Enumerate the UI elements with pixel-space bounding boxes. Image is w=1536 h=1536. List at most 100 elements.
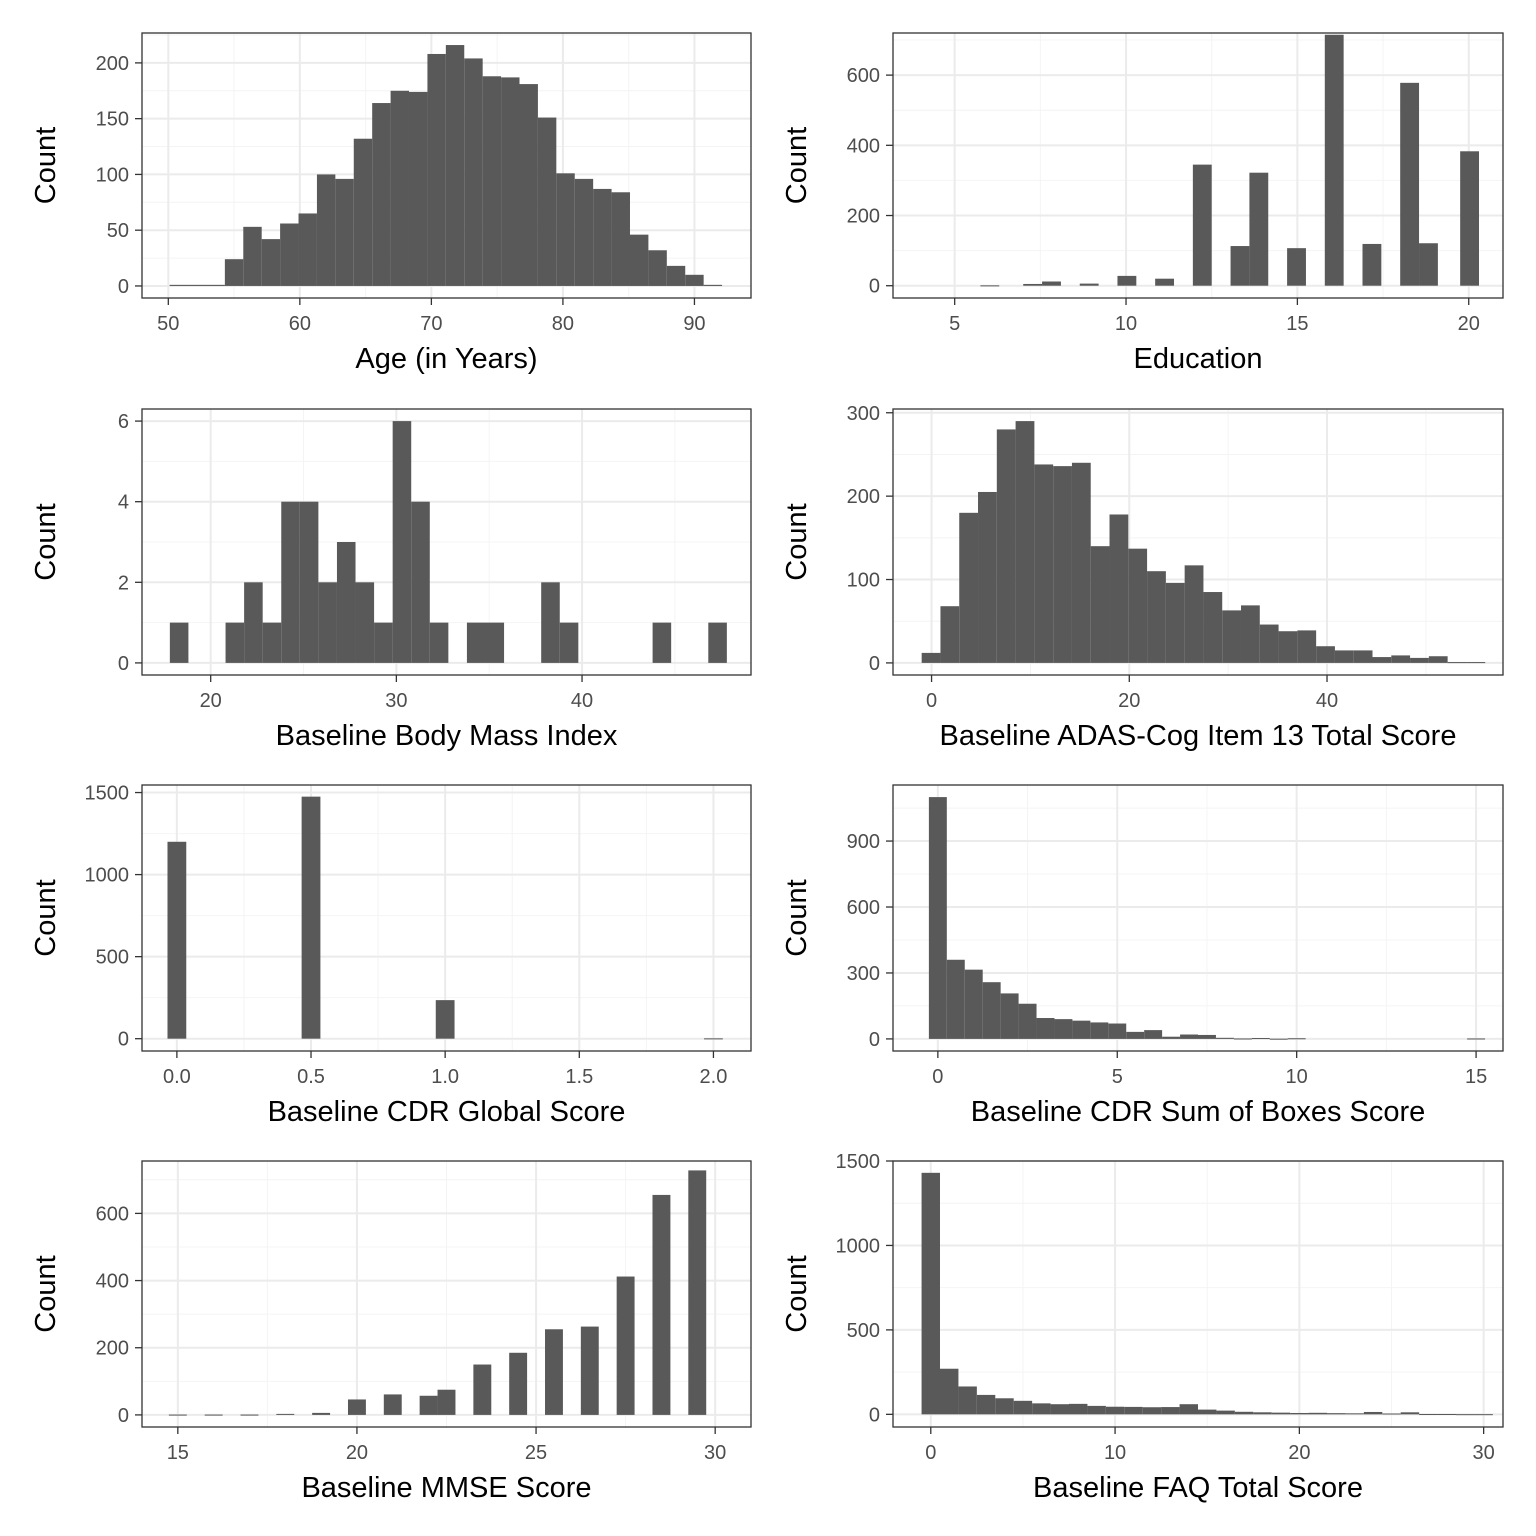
chart-8-bar [1253, 1412, 1272, 1415]
chart-8-x-tick-label: 0 [925, 1442, 936, 1464]
chart-1-bar [353, 138, 373, 286]
chart-2-bar [1324, 34, 1344, 286]
chart-1-x-tick-label: 50 [157, 313, 179, 335]
chart-6-y-tick-label: 300 [847, 963, 880, 985]
chart-6-y-axis-title: Count [781, 879, 813, 956]
chart-8-y-axis-title: Count [781, 1255, 813, 1332]
chart-1-bar [519, 84, 538, 286]
chart-5-bar [167, 841, 187, 1039]
chart-7-bar [204, 1414, 223, 1416]
chart-8-bar [1050, 1404, 1069, 1415]
chart-3-bar [225, 622, 245, 663]
chart-2-y-tick-label: 400 [847, 135, 880, 157]
chart-8-plot-background [893, 1161, 1503, 1427]
chart-6-bar [1162, 1036, 1181, 1039]
chart-6-y-tick-label: 900 [847, 831, 880, 853]
chart-1-bar [409, 91, 428, 286]
chart-7-bar [688, 1170, 707, 1415]
chart-7-bar [545, 1329, 563, 1415]
chart-3-bar [374, 622, 393, 663]
chart-8-bar [939, 1368, 959, 1415]
chart-8-bar [1382, 1413, 1401, 1415]
chart-3-bar [541, 582, 560, 663]
chart-7-bar [240, 1414, 259, 1416]
chart-4-bar [1334, 650, 1354, 663]
chart-7-bar [509, 1352, 528, 1415]
chart-2-y-axis-title: Count [781, 127, 813, 204]
chart-4-y-tick-label: 200 [847, 486, 880, 508]
chart-1-bar [629, 234, 649, 286]
chart-3-bar [336, 542, 356, 663]
chart-6-bar [1198, 1034, 1216, 1039]
chart-7-y-tick-label: 0 [118, 1405, 129, 1427]
chart-5-y-tick-label: 0 [118, 1029, 129, 1051]
chart-6-bar [1251, 1038, 1270, 1040]
chart-1-panel-border [141, 32, 752, 299]
chart-6-bar [1108, 1023, 1127, 1039]
chart-4-bar [1447, 662, 1467, 664]
chart-1-y-tick-label: 100 [96, 164, 129, 186]
chart-1-bar [611, 192, 630, 286]
chart-8-bar [1363, 1411, 1383, 1415]
chart-5-bar [435, 1000, 455, 1039]
chart-5-y-tick-label: 1000 [85, 865, 130, 887]
chart-4-bar [1128, 548, 1148, 663]
chart-8-x-tick-label: 30 [1473, 1442, 1495, 1464]
chart-8-bar [958, 1386, 977, 1415]
chart-7-bar [419, 1395, 438, 1415]
chart-4-bar [1428, 656, 1448, 663]
chart-3-x-tick-label: 40 [571, 690, 593, 712]
chart-8-bar [1216, 1410, 1235, 1415]
chart-5-bar [704, 1038, 723, 1040]
chart-3-y-tick-label: 6 [118, 411, 129, 433]
chart-6-bar [1467, 1038, 1486, 1040]
chart-2-panel-border [892, 32, 1504, 299]
chart-2-bar [1400, 82, 1420, 286]
chart-6-x-tick-label: 15 [1465, 1066, 1487, 1088]
chart-1-bar [206, 284, 225, 286]
chart-1-bar [316, 174, 336, 286]
chart-8-bar [1271, 1412, 1291, 1415]
chart-3-bar [429, 622, 449, 663]
chart-8-bar [1327, 1413, 1346, 1415]
chart-5-x-tick-label: 0.0 [163, 1066, 191, 1088]
chart-4-bar [1466, 662, 1486, 664]
chart-5-x-tick-label: 0.5 [297, 1066, 325, 1088]
chart-8-bar [1400, 1412, 1420, 1415]
chart-7-bar [580, 1326, 599, 1415]
chart-6-x-tick-label: 5 [1112, 1066, 1123, 1088]
chart-2-x-tick-label: 15 [1286, 313, 1308, 335]
chart-1-bar [188, 284, 207, 286]
chart-2-bar [1192, 164, 1212, 286]
chart-7-x-tick-label: 20 [346, 1442, 368, 1464]
chart-6-bar [1018, 1003, 1037, 1039]
chart-1-bar [482, 76, 502, 286]
chart-3-bar [411, 501, 430, 663]
chart-3-y-axis-title: Count [30, 503, 62, 580]
chart-3-bar [281, 501, 300, 663]
chart-4-x-tick-label: 40 [1316, 690, 1338, 712]
chart-1-y-tick-label: 150 [96, 109, 129, 131]
chart-8-y-tick-label: 1000 [836, 1235, 881, 1257]
chart-4-bar [1410, 657, 1429, 663]
chart-7-x-tick-label: 15 [167, 1442, 189, 1464]
chart-3-bar [652, 622, 672, 663]
chart-1-y-tick-label: 0 [118, 276, 129, 298]
chart-8-bar [1032, 1403, 1051, 1415]
chart-4-y-axis-title: Count [781, 503, 813, 580]
chart-8-panel-border [892, 1160, 1504, 1428]
chart-4-bar [1203, 592, 1223, 663]
chart-3-bar [466, 622, 486, 663]
chart-6-x-tick-label: 10 [1286, 1066, 1308, 1088]
chart-1-x-axis-title: Age (in Years) [355, 343, 537, 375]
chart-8-bar [1142, 1407, 1162, 1415]
chart-3-bar [559, 622, 579, 663]
chart-6-bar [1000, 993, 1019, 1039]
chart-7-y-tick-label: 200 [96, 1338, 129, 1360]
chart-8-bar [921, 1172, 940, 1415]
chart-4-bar [996, 429, 1016, 663]
chart-6-x-axis-title: Baseline CDR Sum of Boxes Score [971, 1096, 1426, 1128]
chart-5-panel-border [141, 784, 752, 1052]
chart-1-x-tick-label: 70 [420, 313, 442, 335]
chart-1-bar [372, 103, 391, 286]
